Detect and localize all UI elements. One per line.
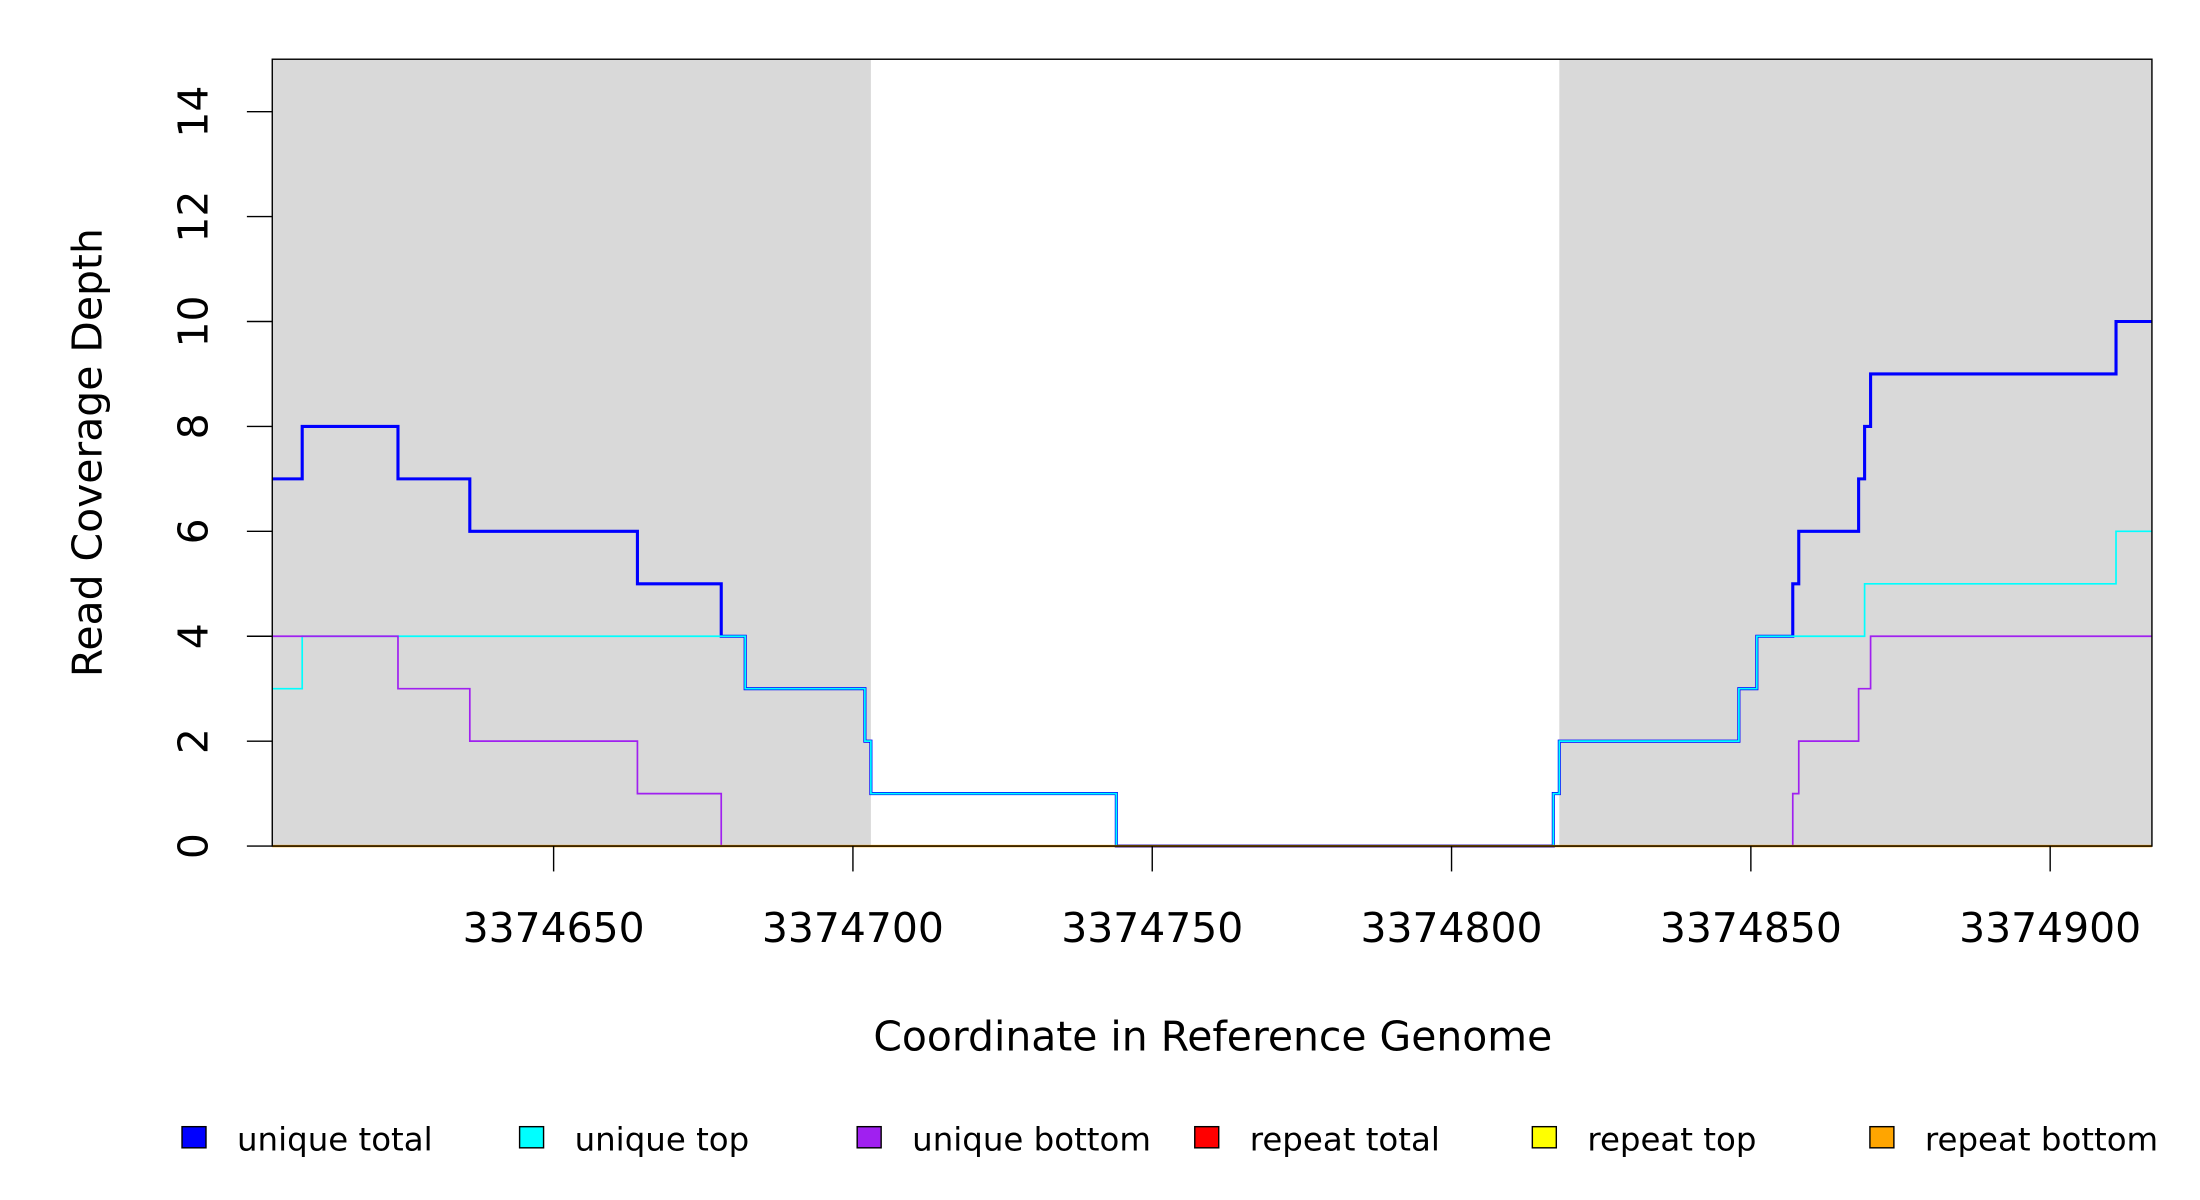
x-tick-label: 3374650	[463, 904, 645, 952]
shaded-region	[272, 59, 871, 847]
legend-label: repeat total	[1250, 1121, 1440, 1159]
x-tick-label: 3374800	[1361, 904, 1543, 952]
y-tick-label: 8	[169, 413, 217, 439]
y-axis-label: Read Coverage Depth	[64, 228, 112, 677]
x-tick-label: 3374750	[1061, 904, 1243, 952]
x-axis-label: Coordinate in Reference Genome	[873, 1013, 1552, 1061]
legend-label: repeat bottom	[1925, 1121, 2158, 1159]
x-tick-label: 3374900	[1959, 904, 2141, 952]
legend-swatch	[518, 1125, 545, 1149]
y-tick-label: 10	[169, 295, 217, 347]
y-tick-label: 6	[169, 518, 217, 544]
y-tick-label: 0	[169, 833, 217, 859]
legend-swatch	[181, 1125, 207, 1149]
series-line-unique-top	[272, 530, 2152, 847]
legend-swatch	[1194, 1125, 1220, 1149]
legend-label: unique total	[237, 1121, 433, 1159]
legend-swatch	[856, 1125, 882, 1149]
legend-swatch	[1531, 1125, 1558, 1149]
legend-label: unique bottom	[912, 1121, 1151, 1159]
y-tick-label: 2	[169, 728, 217, 754]
y-tick-label: 14	[169, 86, 217, 138]
y-tick-label: 4	[169, 623, 217, 649]
legend-label: unique top	[575, 1121, 750, 1159]
shaded-region	[1559, 59, 2152, 847]
x-tick-label: 3374850	[1660, 904, 1842, 952]
plot-frame	[271, 58, 2153, 847]
legend-swatch	[1869, 1125, 1895, 1149]
y-tick-label: 12	[169, 191, 217, 243]
legend-label: repeat top	[1587, 1121, 1756, 1159]
x-tick-label: 3374700	[762, 904, 944, 952]
